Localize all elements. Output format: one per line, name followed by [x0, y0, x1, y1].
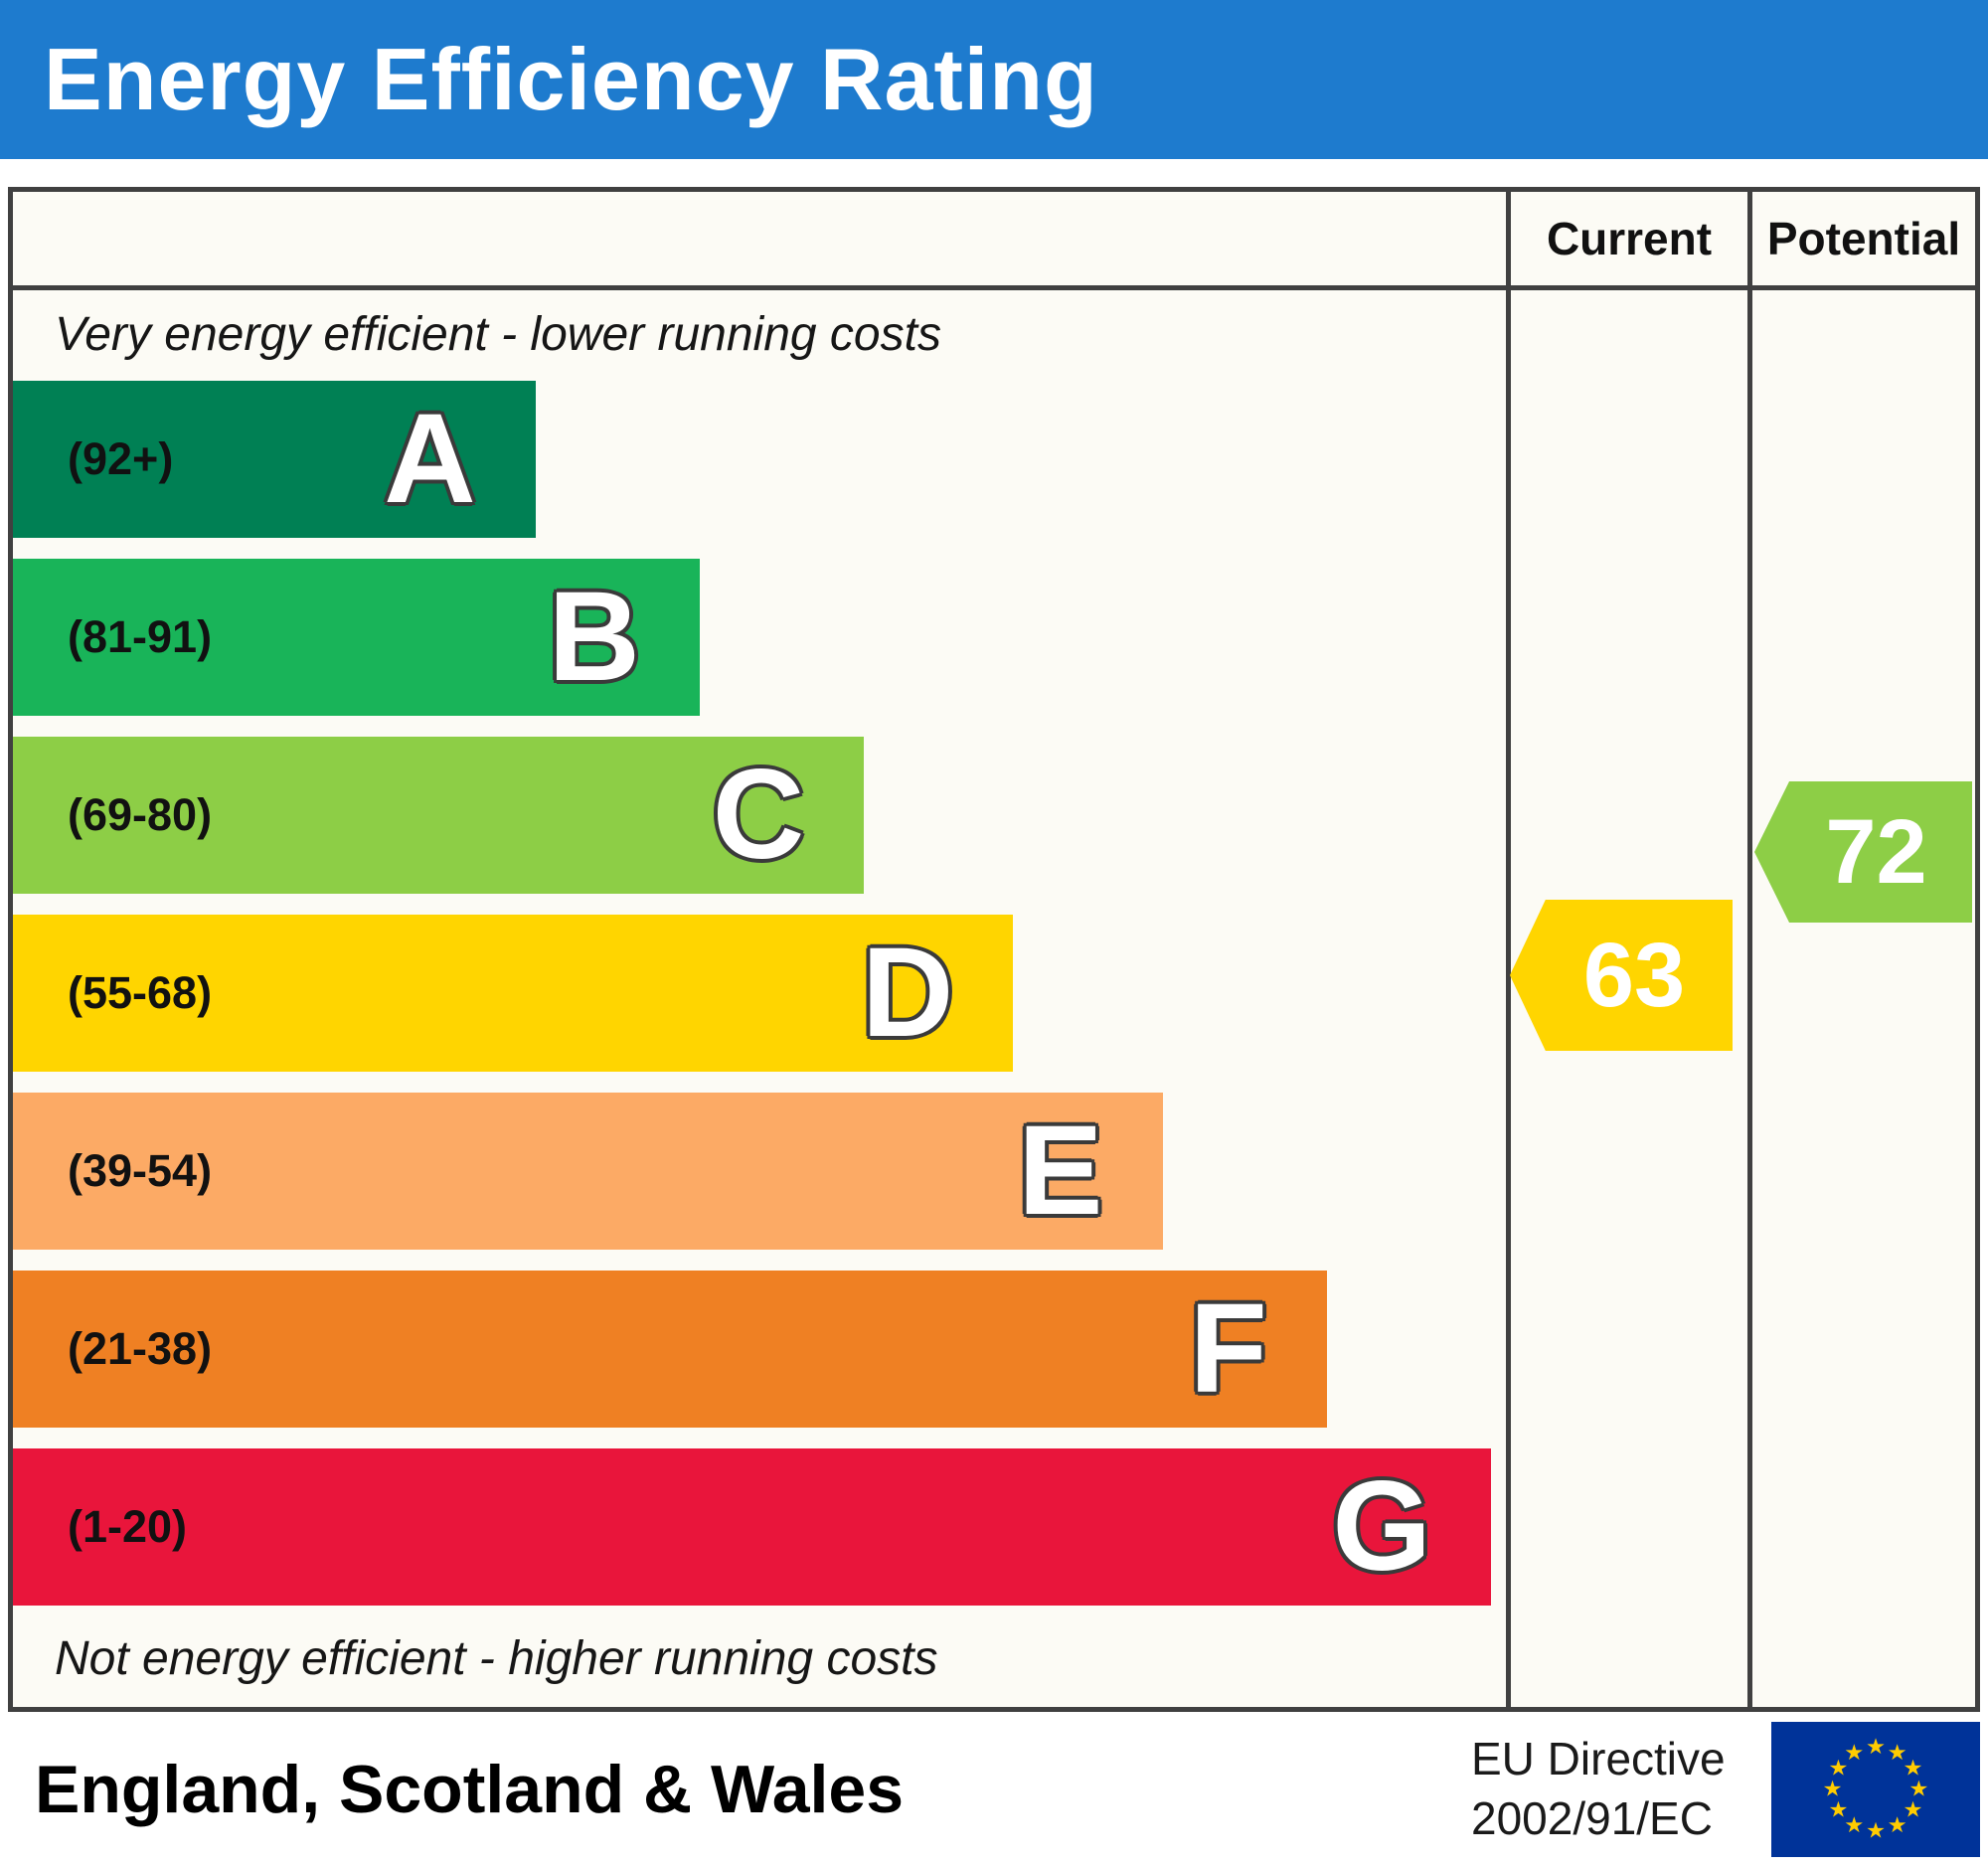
- eu-flag-icon: ★ ★ ★ ★ ★ ★ ★ ★ ★ ★ ★ ★: [1771, 1722, 1980, 1857]
- top-note: Very energy efficient - lower running co…: [55, 308, 941, 361]
- band-row-c: (69-80) C: [13, 737, 1506, 894]
- band-row-e: (39-54) E: [13, 1093, 1506, 1250]
- band-letter: F: [1189, 1277, 1267, 1420]
- band-letter: C: [712, 744, 805, 886]
- eu-directive-line1: EU Directive: [1471, 1733, 1726, 1785]
- epc-bands: (92+) A (81-91) B (69-80) C (55-68) D (39-54) E (2…: [13, 381, 1506, 1606]
- band-letter: A: [384, 388, 476, 530]
- band-range-label: (55-68): [68, 967, 213, 1018]
- band-letter: G: [1332, 1455, 1431, 1598]
- band-row-d: (55-68) D: [13, 915, 1506, 1072]
- svg-text:★: ★: [1908, 1778, 1928, 1802]
- current-indicator: 63: [1510, 900, 1733, 1051]
- band-letter: B: [548, 566, 640, 708]
- band-row-f: (21-38) F: [13, 1271, 1506, 1428]
- band-bar-g: (1-20) G: [13, 1448, 1491, 1606]
- potential-column-divider: [1747, 192, 1752, 1707]
- band-range-label: (39-54): [68, 1145, 213, 1196]
- svg-text:★: ★: [1888, 1813, 1907, 1838]
- band-letter: E: [1018, 1100, 1103, 1242]
- band-range-label: (1-20): [68, 1501, 188, 1552]
- footer: England, Scotland & Wales EU Directive 2…: [0, 1712, 1988, 1867]
- bottom-note: Not energy efficient - higher running co…: [55, 1632, 938, 1685]
- band-range-label: (69-80): [68, 789, 213, 840]
- current-value: 63: [1582, 924, 1686, 1026]
- current-column-divider: [1506, 192, 1511, 1707]
- svg-text:★: ★: [1844, 1813, 1864, 1838]
- band-row-a: (92+) A: [13, 381, 1506, 538]
- svg-text:★: ★: [1828, 1757, 1848, 1782]
- band-range-label: (81-91): [68, 611, 213, 662]
- title-bar: Energy Efficiency Rating: [0, 0, 1988, 159]
- svg-text:★: ★: [1844, 1741, 1864, 1766]
- band-row-g: (1-20) G: [13, 1448, 1506, 1606]
- svg-text:★: ★: [1823, 1778, 1843, 1802]
- svg-text:★: ★: [1888, 1741, 1907, 1766]
- epc-chart: Current Potential Very energy efficient …: [8, 187, 1980, 1712]
- band-bar-b: (81-91) B: [13, 559, 700, 716]
- band-bar-e: (39-54) E: [13, 1093, 1163, 1250]
- svg-text:★: ★: [1904, 1757, 1923, 1782]
- potential-value: 72: [1825, 800, 1927, 903]
- band-bar-d: (55-68) D: [13, 915, 1014, 1072]
- current-column-header: Current: [1546, 213, 1713, 264]
- eu-directive-line2: 2002/91/EC: [1471, 1792, 1713, 1844]
- eu-directive-label: EU Directive 2002/91/EC: [1471, 1730, 1726, 1849]
- band-bar-a: (92+) A: [13, 381, 536, 538]
- svg-text:★: ★: [1866, 1736, 1886, 1761]
- header-row-divider: [13, 285, 1975, 290]
- band-range-label: (92+): [68, 433, 174, 484]
- svg-text:★: ★: [1828, 1798, 1848, 1823]
- band-bar-c: (69-80) C: [13, 737, 865, 894]
- svg-text:★: ★: [1904, 1798, 1923, 1823]
- band-bar-f: (21-38) F: [13, 1271, 1327, 1428]
- band-row-b: (81-91) B: [13, 559, 1506, 716]
- band-letter: D: [861, 922, 954, 1064]
- svg-text:★: ★: [1866, 1819, 1886, 1844]
- page-title: Energy Efficiency Rating: [44, 30, 1098, 128]
- region-label: England, Scotland & Wales: [35, 1752, 905, 1827]
- potential-column-header: Potential: [1766, 213, 1961, 264]
- potential-indicator: 72: [1754, 781, 1972, 923]
- band-range-label: (21-38): [68, 1323, 213, 1374]
